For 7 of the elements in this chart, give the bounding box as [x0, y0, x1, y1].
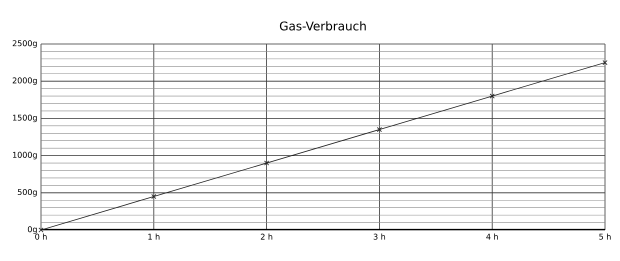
point [151, 194, 156, 200]
chart-title: Gas-Verbrauch [280, 21, 366, 31]
point [490, 94, 495, 99]
point [38, 227, 44, 233]
point [376, 127, 382, 132]
point [264, 160, 270, 166]
point [602, 60, 608, 66]
